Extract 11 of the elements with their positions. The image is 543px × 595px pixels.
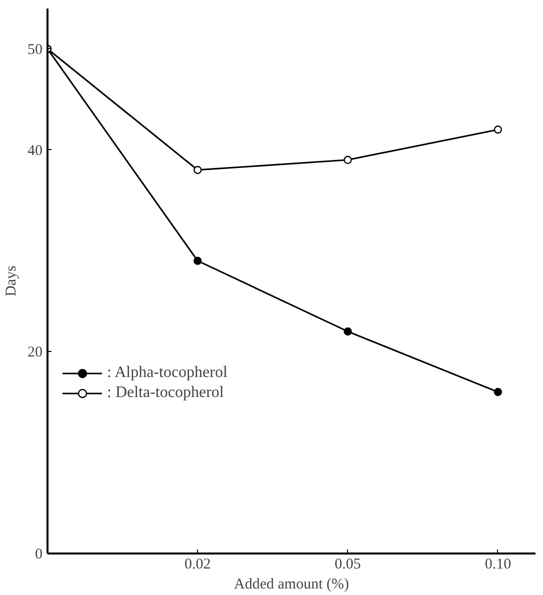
y-tick-label: 20	[28, 344, 42, 361]
x-tick-label: 0.10	[484, 556, 512, 572]
y-axis-title: Days	[4, 265, 20, 296]
legend-label: : Alpha-tocopherol	[107, 364, 228, 382]
x-axis-title: Added amount (%)	[234, 576, 349, 592]
y-tick-label: 40	[28, 142, 42, 159]
y-tick-label: 50	[28, 42, 42, 58]
x-tick-label: 0.02	[184, 556, 211, 572]
x-tick-label: 0.05	[334, 556, 361, 572]
y-tick-label: 0	[35, 546, 42, 562]
legend-label: : Delta-tocopherol	[107, 384, 224, 402]
